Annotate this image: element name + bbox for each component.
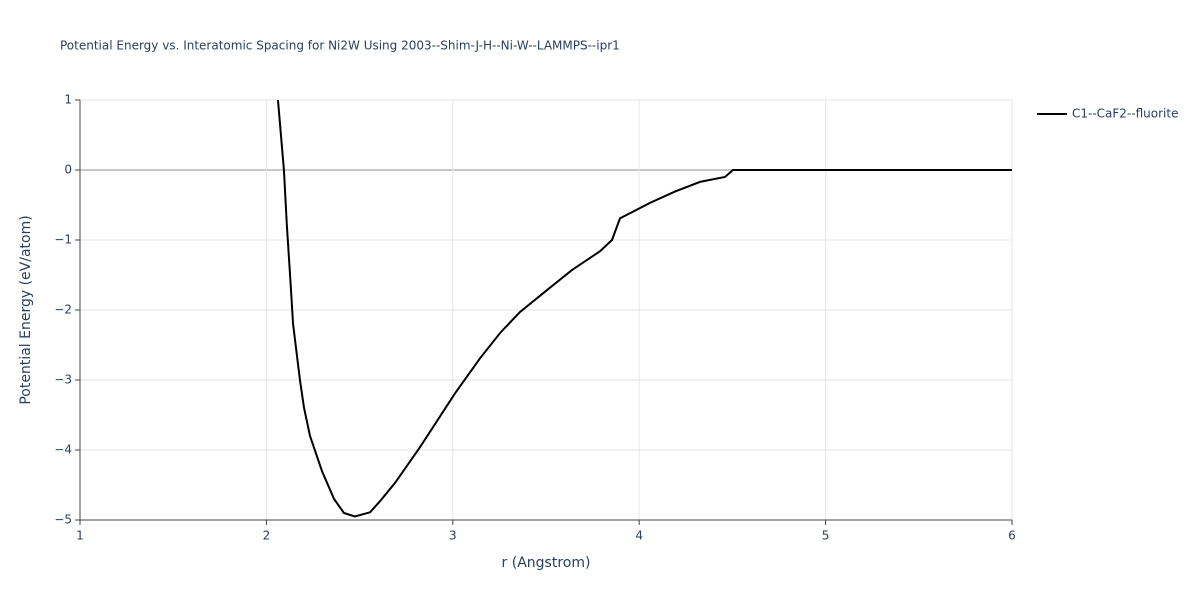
y-tick-label: 1	[64, 93, 72, 107]
data-line	[276, 99, 1012, 518]
y-tick-label: −1	[54, 233, 72, 247]
x-tick-label: 5	[822, 529, 830, 543]
chart-title: Potential Energy vs. Interatomic Spacing…	[60, 39, 620, 53]
x-tick-label: 2	[263, 529, 271, 543]
x-tick-label: 3	[449, 529, 457, 543]
y-tick-label: −5	[54, 513, 72, 527]
x-axis-title: r (Angstrom)	[502, 555, 591, 571]
legend-label: C1--CaF2--fluorite	[1072, 107, 1178, 121]
y-tick-label: −3	[54, 373, 72, 387]
y-tick-label: 0	[64, 163, 72, 177]
y-tick-label: −4	[54, 443, 72, 457]
x-tick-label: 4	[635, 529, 643, 543]
legend: C1--CaF2--fluorite	[1037, 107, 1178, 121]
y-tick-label: −2	[54, 303, 72, 317]
plot-area	[276, 99, 1012, 518]
grid: −5 −4 −3 −2 −1 0 1 1 2 3 4 5 6	[54, 93, 1016, 543]
x-tick-label: 1	[76, 529, 84, 543]
y-axis-title: Potential Energy (eV/atom)	[18, 215, 34, 404]
x-tick-label: 6	[1008, 529, 1016, 543]
